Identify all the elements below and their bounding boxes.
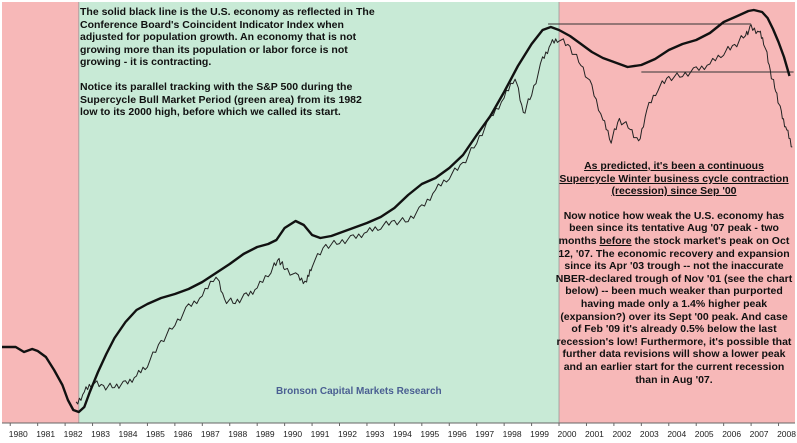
annotation-right: As predicted, it's been a continuous Sup…	[555, 160, 793, 386]
x-tick-label-1980: 1980	[9, 429, 28, 439]
x-tick-label-1993: 1993	[365, 429, 384, 439]
annotation-top-left: The solid black line is the U.S. economy…	[80, 6, 380, 119]
x-axis-ticks: 1980 1981 1982 1983 1984 1985 1986 1987 1988 1989…	[9, 423, 796, 439]
x-tick-label-1984: 1984	[119, 429, 138, 439]
x-tick-label-1985: 1985	[146, 429, 165, 439]
annotation-body-part-1: Now notice how weak the U.S. economy has…	[558, 209, 785, 247]
x-tick-label-1987: 1987	[201, 429, 220, 439]
x-tick-label-1989: 1989	[256, 429, 275, 439]
annotation-body: Now notice how weak the U.S. economy has…	[555, 210, 793, 386]
x-tick-label-2002: 2002	[612, 429, 631, 439]
x-tick-label-1991: 1991	[311, 429, 330, 439]
x-tick-label-2004: 2004	[667, 429, 686, 439]
shaded-period-2	[78, 2, 560, 423]
x-tick-label-1994: 1994	[393, 429, 412, 439]
x-tick-label-1998: 1998	[503, 429, 522, 439]
annotation-body-emphasis: before	[599, 234, 632, 247]
x-tick-label-2003: 2003	[640, 429, 659, 439]
x-tick-label-1981: 1981	[36, 429, 55, 439]
x-tick-label-2006: 2006	[722, 429, 741, 439]
x-tick-label-1992: 1992	[338, 429, 357, 439]
x-tick-label-1997: 1997	[475, 429, 494, 439]
x-tick-label-2007: 2007	[750, 429, 769, 439]
x-tick-label-1990: 1990	[283, 429, 302, 439]
x-tick-label-1983: 1983	[91, 429, 110, 439]
coincident-index-line	[2, 8, 791, 414]
annotation-parallel-text: Notice its parallel tracking with the S&…	[80, 80, 362, 119]
annotation-economy-text: The solid black line is the U.S. economy…	[80, 6, 375, 69]
x-tick-label-1982: 1982	[64, 429, 83, 439]
x-tick-label-2001: 2001	[585, 429, 604, 439]
series-lines	[2, 8, 793, 414]
sp500-series-line	[75, 24, 793, 405]
x-tick-label-2008: 2008	[777, 429, 796, 439]
annotation-body-part-2: the stock market's peak on Oct 12, '07. …	[555, 234, 793, 386]
shaded-periods	[2, 2, 795, 423]
annotation-headline: As predicted, it's been a continuous Sup…	[559, 160, 789, 198]
x-tick-label-2000: 2000	[558, 429, 577, 439]
x-tick-label-1996: 1996	[448, 429, 467, 439]
x-tick-label-1999: 1999	[530, 429, 549, 439]
x-tick-label-2005: 2005	[695, 429, 714, 439]
x-tick-label-1995: 1995	[420, 429, 439, 439]
x-tick-label-1988: 1988	[228, 429, 247, 439]
reference-lines	[548, 23, 794, 73]
x-tick-label-1986: 1986	[173, 429, 192, 439]
shaded-period-1	[2, 2, 79, 423]
watermark-label: Bronson Capital Markets Research	[276, 386, 442, 397]
